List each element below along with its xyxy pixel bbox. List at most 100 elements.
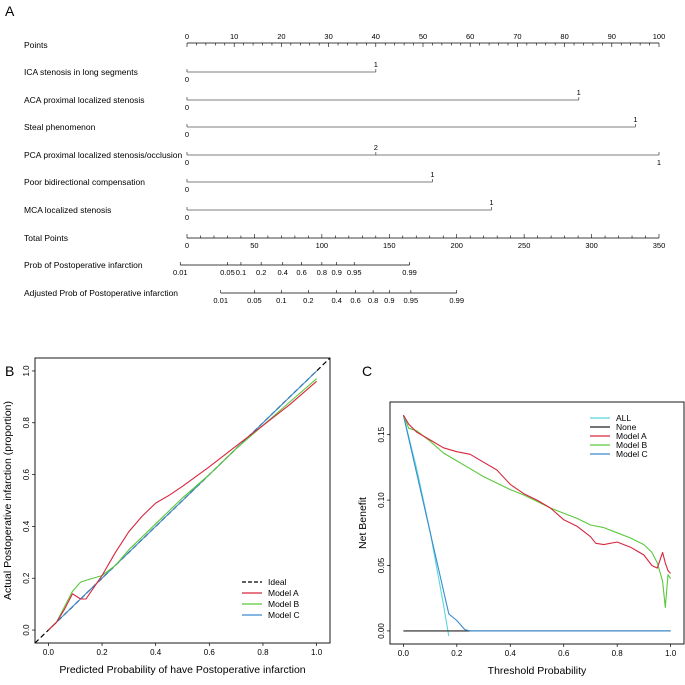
x-tick-label: 0.0: [43, 648, 55, 657]
row-label: Steal phenomenon: [24, 122, 96, 132]
tick-label: 0.05: [247, 296, 262, 305]
y-axis-label: Net Benefit: [357, 497, 369, 549]
tick-label: 350: [653, 241, 666, 250]
y-tick-label: 0.05: [377, 557, 386, 573]
tick-label: 60: [466, 32, 474, 41]
legend-label: Model B: [616, 440, 648, 450]
series-line-model-c: [402, 414, 671, 632]
tick-label: 100: [653, 32, 666, 41]
level-label: 0: [185, 213, 189, 222]
y-tick-label: 1.0: [22, 365, 31, 377]
tick-label: 0.4: [331, 296, 341, 305]
legend-label: Ideal: [268, 577, 287, 587]
y-axis-label: Actual Postoperative infarction (proport…: [2, 401, 14, 600]
level-label: 0: [185, 185, 189, 194]
tick-label: 0.9: [384, 296, 394, 305]
panel-label-b: B: [5, 363, 14, 379]
row-label: Points: [24, 40, 48, 50]
tick-label: 150: [383, 241, 396, 250]
tick-label: 40: [372, 32, 380, 41]
x-axis-label: Threshold Probability: [488, 665, 587, 677]
tick-label: 80: [560, 32, 568, 41]
y-tick-label: 0.8: [22, 417, 31, 429]
legend-label: Model C: [268, 610, 300, 620]
tick-label: 50: [419, 32, 427, 41]
level-label: 0: [185, 75, 189, 84]
tick-label: 0.01: [213, 296, 228, 305]
plot-frame: [389, 401, 685, 645]
level-label: 1: [430, 170, 434, 179]
y-tick-label: 0.4: [22, 520, 31, 532]
level-label: 2: [374, 143, 378, 152]
x-tick-label: 0.8: [257, 648, 269, 657]
x-tick-label: 0.2: [96, 648, 108, 657]
tick-label: 0.99: [402, 268, 417, 277]
tick-label: 0.95: [347, 268, 362, 277]
legend-label: None: [616, 422, 637, 432]
series-line-model-a: [48, 380, 317, 631]
row-label: ACA proximal localized stenosis: [24, 95, 144, 105]
tick-label: 0.95: [404, 296, 419, 305]
legend-label: Model A: [616, 431, 647, 441]
series-line-all: [402, 414, 450, 637]
tick-label: 0.2: [256, 268, 266, 277]
x-tick-label: 0.6: [558, 649, 570, 658]
tick-label: 0.05: [220, 268, 235, 277]
tick-label: 0.8: [368, 296, 378, 305]
series-line-model-b: [402, 414, 672, 608]
tick-label: 0.9: [331, 268, 341, 277]
row-label: PCA proximal localized stenosis/occlusio…: [24, 150, 183, 160]
tick-label: 0: [185, 241, 189, 250]
level-label: 0: [185, 103, 189, 112]
tick-label: 0.2: [303, 296, 313, 305]
series-line-model-c: [48, 370, 317, 631]
y-tick-label: 0.6: [22, 468, 31, 480]
calibration-panel: B 0.0 0.2 0.4 0.6 0.8 1.0 0.0 0.2 0.4 0.6 0.8 1.0 Pre…: [2, 357, 331, 676]
y-tick-label: 0.2: [22, 572, 31, 584]
tick-label: 70: [513, 32, 521, 41]
level-label: 1: [489, 198, 493, 207]
panel-label-c: C: [362, 363, 372, 379]
tick-label: 30: [324, 32, 332, 41]
tick-label: 20: [277, 32, 285, 41]
tick-label: 0.4: [278, 268, 288, 277]
legend-label: Model B: [268, 599, 300, 609]
x-tick-label: 0.2: [451, 649, 463, 658]
tick-label: 0.1: [236, 268, 246, 277]
tick-label: 0.1: [276, 296, 286, 305]
tick-label: 0.6: [296, 268, 306, 277]
x-tick-label: 0.8: [612, 649, 624, 658]
y-tick-label: 0.0: [22, 624, 31, 636]
series-line-model-a: [402, 414, 671, 574]
decision-curve-panel: C 0.0 0.2 0.4 0.6 0.8 1.0 0.00 0.05 0.10 0.15 Thres…: [357, 363, 685, 677]
tick-label: 0.99: [449, 296, 464, 305]
level-label: 1: [657, 158, 661, 167]
tick-label: 0.6: [350, 296, 360, 305]
row-label: Adjusted Prob of Postoperative infarctio…: [24, 288, 178, 298]
x-tick-label: 0.4: [505, 649, 517, 658]
tick-label: 90: [608, 32, 616, 41]
plot-frame: [34, 357, 331, 644]
row-label: MCA localized stenosis: [24, 205, 111, 215]
tick-label: 0.8: [317, 268, 327, 277]
y-tick-label: 0.15: [377, 426, 386, 442]
level-label: 0: [185, 158, 189, 167]
level-label: 1: [374, 60, 378, 69]
series-line-model-b: [48, 378, 317, 631]
x-tick-label: 1.0: [311, 648, 323, 657]
x-tick-label: 1.0: [665, 649, 677, 658]
legend-label: Model C: [616, 449, 648, 459]
tick-label: 10: [230, 32, 238, 41]
tick-label: 0.01: [173, 268, 188, 277]
row-label: Prob of Postoperative infarction: [24, 260, 143, 270]
tick-label: 0: [185, 32, 189, 41]
x-axis-label: Predicted Probability of have Postoperat…: [59, 664, 305, 676]
tick-label: 250: [518, 241, 531, 250]
y-tick-label: 0.10: [377, 492, 386, 508]
level-label: 0: [185, 130, 189, 139]
x-tick-label: 0.6: [204, 648, 216, 657]
x-tick-label: 0.0: [398, 649, 410, 658]
row-label: ICA stenosis in long segments: [24, 67, 138, 77]
